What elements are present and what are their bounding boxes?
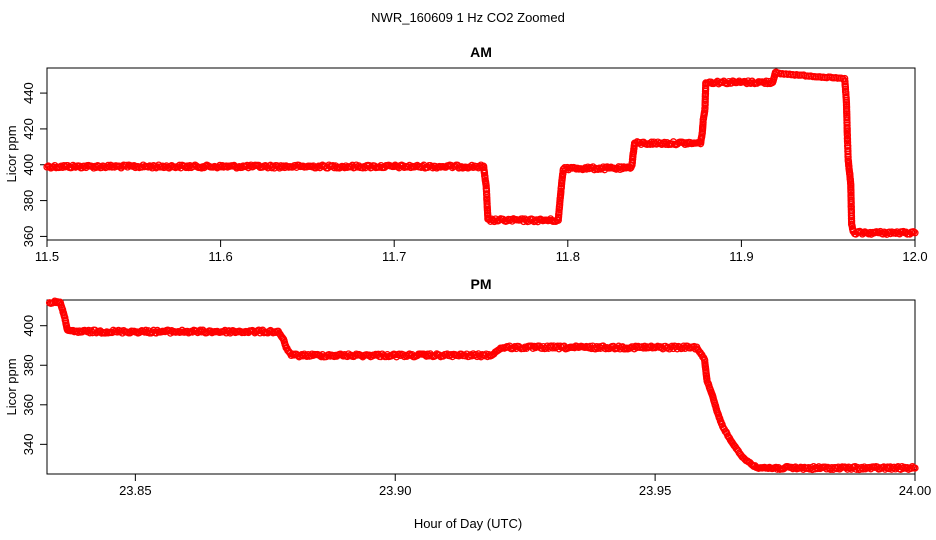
data-point — [376, 163, 384, 171]
data-point — [701, 94, 709, 103]
x-tick-label: 12.0 — [902, 249, 927, 264]
data-point — [804, 463, 813, 472]
y-tick-label: 380 — [21, 354, 36, 376]
x-tick-label: 23.95 — [639, 483, 672, 498]
data-point — [530, 342, 538, 351]
data-point — [856, 465, 865, 473]
plot-frame — [46, 67, 916, 241]
y-tick-label: 360 — [21, 226, 36, 248]
y-axis-label: Licor ppm — [4, 125, 19, 182]
y-tick-label: 380 — [21, 190, 36, 212]
data-point — [636, 139, 644, 147]
data-points — [43, 68, 919, 238]
x-tick-label: 24.00 — [899, 483, 932, 498]
data-point — [113, 328, 121, 336]
plot-frame — [46, 299, 916, 475]
x-tick-label: 23.90 — [379, 483, 412, 498]
data-point — [847, 200, 855, 208]
data-point — [811, 465, 819, 473]
x-tick-label: 11.7 — [382, 249, 406, 264]
data-point — [161, 163, 169, 171]
data-point — [910, 228, 918, 236]
data-point — [483, 191, 491, 199]
y-tick-label: 340 — [21, 433, 36, 455]
data-point — [907, 464, 915, 472]
x-tick-label: 11.6 — [208, 249, 232, 264]
data-point — [104, 161, 112, 170]
x-tick-label: 11.9 — [729, 249, 753, 264]
x-tick-label: 11.8 — [556, 249, 580, 264]
figure-title: NWR_160609 1 Hz CO2 Zoomed — [371, 10, 565, 25]
data-point — [699, 118, 707, 126]
data-point — [511, 343, 519, 351]
data-points — [45, 297, 919, 474]
data-point — [557, 187, 565, 195]
y-axis-label: Licor ppm — [4, 358, 19, 415]
data-point — [580, 165, 588, 173]
x-tick-label: 23.85 — [119, 483, 152, 498]
x-axis-label: Hour of Day (UTC) — [414, 516, 522, 531]
data-point — [911, 464, 919, 472]
data-point — [911, 229, 919, 237]
panel-title: PM — [471, 276, 492, 292]
data-point — [480, 169, 489, 177]
data-point — [865, 230, 873, 238]
data-point — [56, 163, 64, 171]
y-tick-label: 400 — [21, 154, 36, 176]
data-point — [329, 351, 337, 360]
panel-title: AM — [470, 44, 492, 60]
x-tick-label: 11.5 — [35, 249, 59, 264]
pm-panel: PM Licor ppm 23.85 23.90 23.95 24.00 340 360 380… — [4, 276, 931, 498]
y-tick-label: 420 — [21, 118, 36, 140]
am-panel: AM Licor ppm 11.5 11.6 11.7 11.8 11.9 12.0 360 38… — [4, 44, 928, 264]
data-point — [181, 162, 189, 171]
data-point — [482, 182, 490, 190]
y-tick-label: 440 — [21, 82, 36, 104]
data-point — [182, 163, 190, 172]
data-point — [195, 327, 203, 336]
y-tick-label: 400 — [21, 315, 36, 337]
y-tick-label: 360 — [21, 394, 36, 416]
